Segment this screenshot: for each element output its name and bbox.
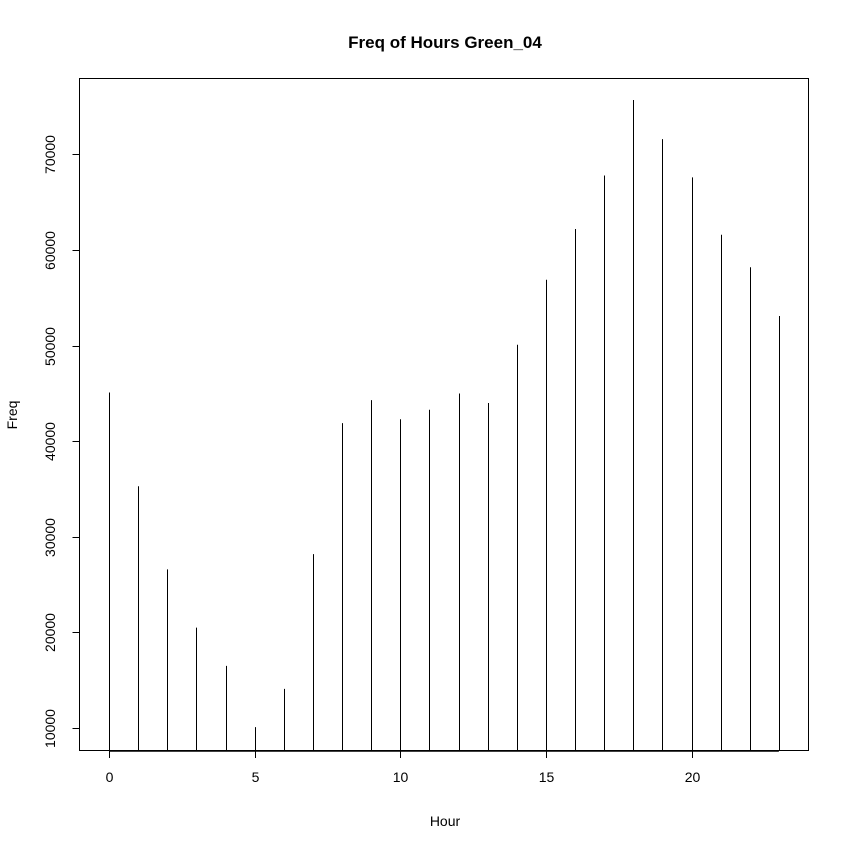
y-tick-label: 20000 — [42, 613, 58, 652]
y-tick-label: 60000 — [42, 231, 58, 270]
x-tick-label: 5 — [252, 769, 260, 785]
y-axis-label: Freq — [4, 401, 20, 430]
x-tick-label: 20 — [685, 769, 701, 785]
y-tick-label: 70000 — [42, 135, 58, 174]
y-tick-label: 30000 — [42, 518, 58, 557]
bars-group — [109, 99, 780, 752]
x-tick-label: 10 — [393, 769, 409, 785]
x-tick-label: 0 — [106, 769, 114, 785]
y-axis: 10000 20000 30000 40000 50000 60000 70000 — [42, 135, 80, 748]
plot-frame — [79, 78, 809, 751]
chart-title: Freq of Hours Green_04 — [348, 33, 542, 52]
y-tick-label: 50000 — [42, 327, 58, 366]
x-axis-label: Hour — [430, 813, 461, 829]
y-tick-label: 40000 — [42, 422, 58, 461]
y-tick-label: 10000 — [42, 709, 58, 748]
x-axis: 0 5 10 15 20 — [106, 750, 701, 785]
x-tick-label: 15 — [539, 769, 555, 785]
